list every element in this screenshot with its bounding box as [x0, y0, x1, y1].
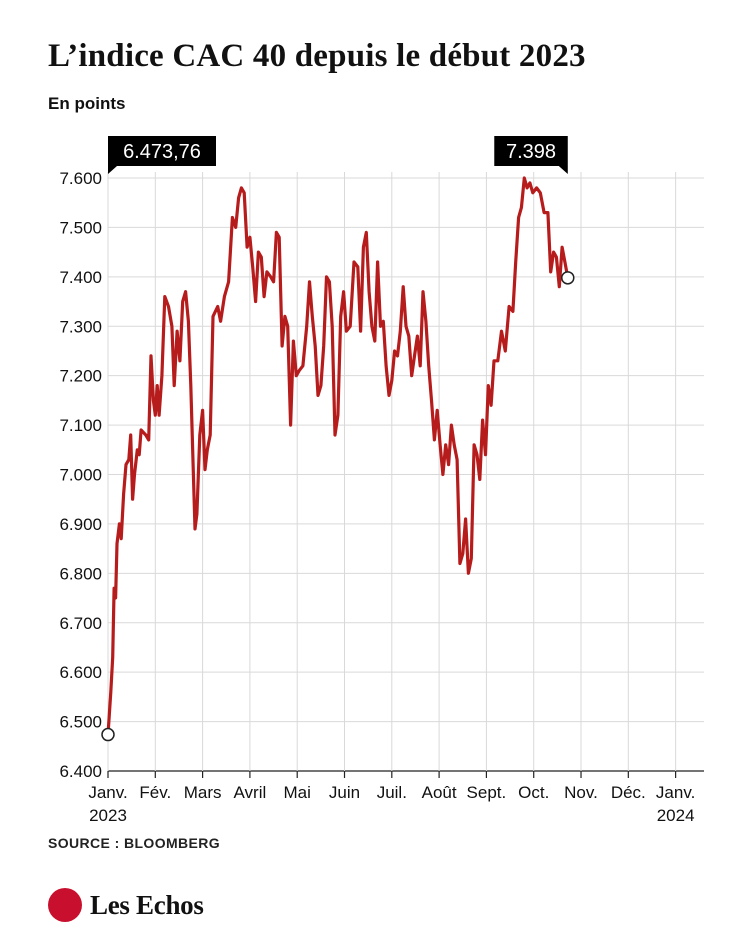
callout-pointer	[558, 166, 568, 174]
callout-box	[494, 136, 568, 166]
endpoint-marker	[101, 727, 115, 742]
x-tick-label: Déc.	[611, 783, 646, 802]
y-tick-label: 6.500	[59, 713, 102, 732]
x-tick-label: Oct.	[518, 783, 549, 802]
x-tick-label: Fév.	[139, 783, 171, 802]
line-chart: 6.400 6.500 6.600 6.700 6.800 6.900 7.000 7.100…	[59, 136, 704, 825]
y-tick-label: 6.800	[59, 564, 102, 583]
brand-logo: Les Echos	[48, 888, 204, 922]
chart-title: L’indice CAC 40 depuis le début 2023	[48, 38, 586, 74]
y-tick-label: 7.000	[59, 466, 102, 485]
x-tick-label: Mars	[184, 783, 222, 802]
y-tick-label: 6.700	[59, 614, 102, 633]
brand-logo-text: Les Echos	[90, 889, 204, 920]
y-tick-label: 7.500	[59, 218, 102, 237]
callout-pointer	[108, 166, 117, 174]
y-tick-label: 7.400	[59, 268, 102, 287]
x-tick-label: Août	[422, 783, 457, 802]
x-tick-label: Nov.	[564, 783, 598, 802]
x-tick-label: Avril	[234, 783, 267, 802]
x-tick-label: Juin	[329, 783, 360, 802]
x-tick-label: Mai	[284, 783, 311, 802]
x-tick-year: 2023	[89, 806, 127, 825]
series-cac40	[101, 176, 575, 742]
callout-label: 6.473,76	[123, 141, 201, 163]
callout-box	[108, 136, 216, 166]
x-tick-label: Sept.	[467, 783, 507, 802]
callout: 6.473,76	[108, 136, 216, 174]
callout-label: 7.398	[506, 141, 556, 163]
endpoint-marker	[561, 271, 575, 285]
y-tick-label: 7.300	[59, 317, 102, 336]
brand-logo-icon	[48, 888, 82, 922]
callout: 7.398	[494, 136, 568, 174]
y-tick-label: 6.400	[59, 762, 102, 781]
y-tick-label: 7.600	[59, 169, 102, 188]
x-tick-label: Janv.	[656, 783, 695, 802]
x-tick-year: 2024	[657, 806, 695, 825]
x-tick-label: Janv.	[88, 783, 127, 802]
y-tick-label: 6.900	[59, 515, 102, 534]
grid-lines	[107, 172, 704, 778]
chart-subtitle: En points	[48, 94, 126, 113]
callouts: 6.473,76 7.398	[108, 136, 568, 174]
y-tick-label: 7.200	[59, 367, 102, 386]
series-line	[106, 176, 570, 737]
y-axis-tick-labels: 6.400 6.500 6.600 6.700 6.800 6.900 7.000 7.100…	[59, 169, 102, 781]
source-note: SOURCE : BLOOMBERG	[48, 835, 221, 851]
y-tick-label: 7.100	[59, 416, 102, 435]
y-tick-label: 6.600	[59, 663, 102, 682]
x-tick-label: Juil.	[377, 783, 407, 802]
x-axis-tick-labels: Janv. 2023 Fév. Mars Avril Mai Juin Juil. Août Se…	[88, 783, 695, 825]
